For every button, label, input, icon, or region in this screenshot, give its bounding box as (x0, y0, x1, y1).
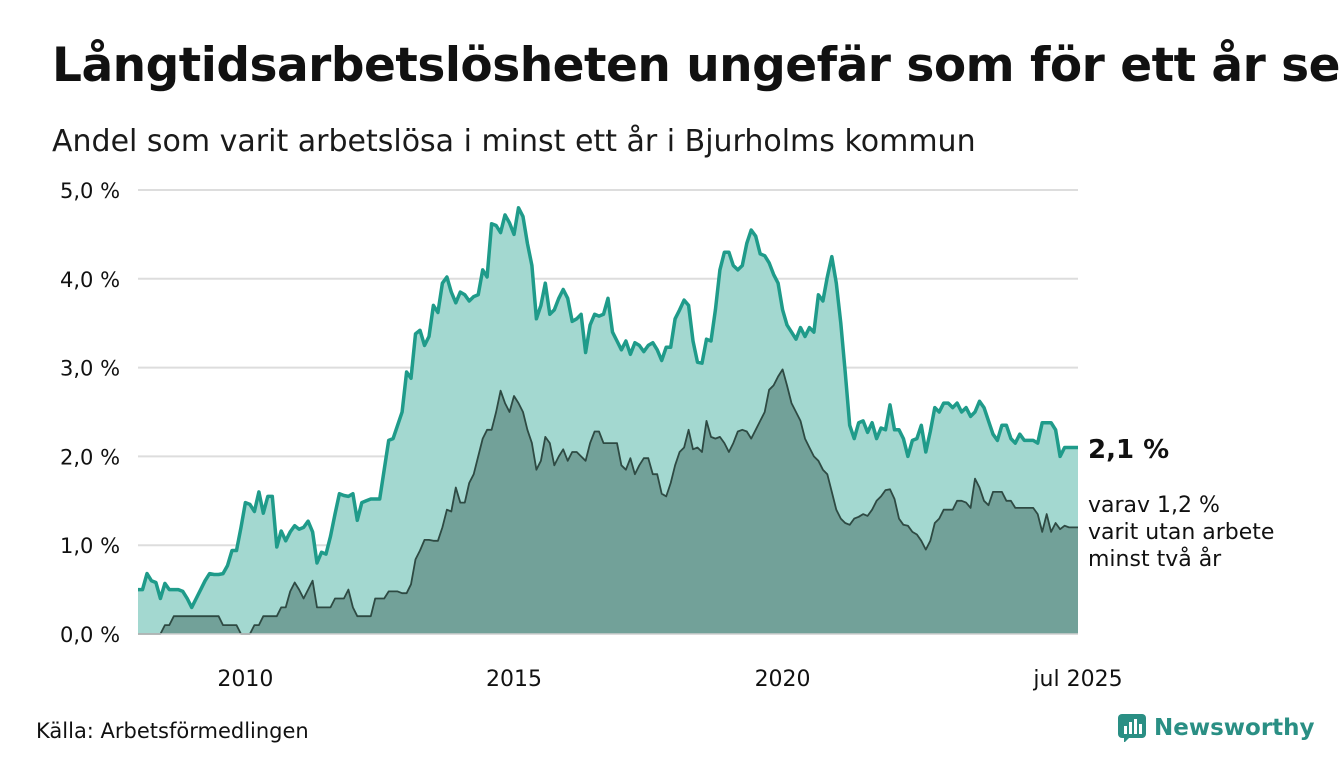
line-two-years (138, 368, 1078, 635)
brand-name: Newsworthy (1154, 715, 1315, 741)
y-tick-label: 2,0 % (60, 445, 120, 469)
sub-label-line-2: varit utan arbete (1088, 520, 1274, 545)
sub-label-line-1: varav 1,2 % (1088, 493, 1220, 518)
y-tick-label: 1,0 % (60, 534, 120, 558)
line-long-term (138, 206, 1078, 610)
source-label: Källa: Arbetsförmedlingen (36, 719, 309, 743)
chart-title: Långtidsarbetslösheten ungefär som för e… (52, 38, 1340, 93)
y-tick-label: 3,0 % (60, 357, 120, 381)
area-two-years (138, 369, 1078, 634)
y-tick-label: 5,0 % (60, 179, 120, 203)
x-tick-label: jul 2025 (1032, 667, 1122, 692)
newsworthy-logo-icon (1118, 714, 1146, 742)
chart-areas (138, 206, 1078, 635)
y-tick-label: 0,0 % (60, 623, 120, 647)
area-chart: 0,0 %1,0 %2,0 %3,0 %4,0 %5,0 % 2010 2015 2… (60, 179, 1274, 692)
y-tick-label: 4,0 % (60, 268, 120, 292)
sub-label-line-3: minst två år (1088, 546, 1222, 572)
brand-logo: Newsworthy (1118, 714, 1315, 742)
chart-subtitle: Andel som varit arbetslösa i minst ett å… (52, 124, 976, 159)
end-value-label: 2,1 % (1088, 435, 1169, 465)
x-tick-label: 2020 (755, 667, 811, 692)
x-tick-label: 2010 (217, 667, 273, 692)
x-tick-label: 2015 (486, 667, 542, 692)
x-axis: 2010 2015 2020 jul 2025 (217, 667, 1122, 692)
y-axis: 0,0 % 1,0 % 2,0 % 3,0 % 4,0 % 5,0 % (60, 179, 120, 647)
